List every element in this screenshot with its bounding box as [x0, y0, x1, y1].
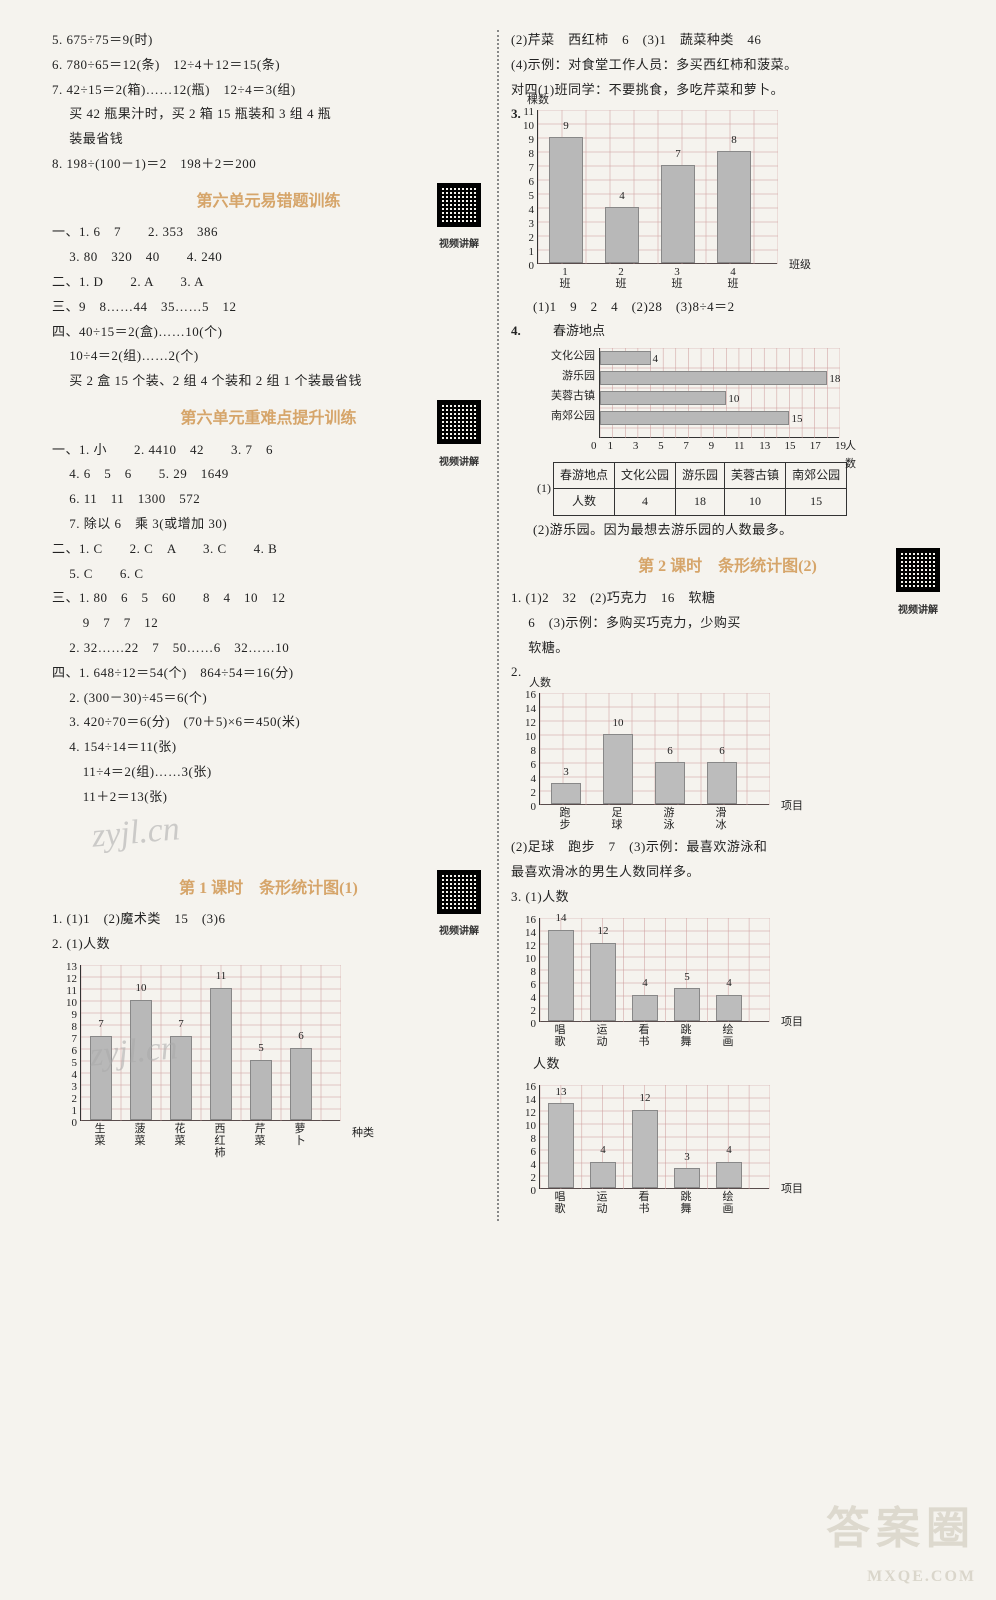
text-line: 二、1. D 2. A 3. A — [52, 272, 485, 293]
table-cell: 15 — [786, 489, 847, 515]
spring-trip-table: (1) 春游地点 文化公园 游乐园 芙蓉古镇 南郊公园 人数 4 18 10 1… — [531, 462, 847, 515]
text-line: 8. 198÷(100－1)＝2 198＋2＝200 — [52, 154, 485, 175]
text-line: (4)示例：对食堂工作人员：多买西红柿和菠菜。 — [511, 55, 944, 76]
qr-block[interactable]: 视频讲解 — [892, 548, 944, 619]
qr-icon — [437, 183, 481, 227]
table-cell: 18 — [676, 489, 725, 515]
qr-block[interactable]: 视频讲解 — [433, 870, 485, 941]
section-title-text: 第六单元重难点提升训练 — [180, 410, 356, 427]
qr-block[interactable]: 视频讲解 — [433, 183, 485, 254]
text-line: 6 (3)示例：多购买巧克力，少购买 — [511, 613, 944, 634]
table-prefix: (1) — [531, 463, 554, 515]
q4-label: 4. — [511, 321, 533, 342]
text-line: 三、9 8……44 35……5 12 — [52, 297, 485, 318]
section-title-text: 第 2 课时 条形统计图(2) — [638, 558, 817, 575]
text-line: 2. 32……22 7 50……6 32……10 — [52, 638, 485, 659]
text-line: 2. (1)人数 — [52, 934, 485, 955]
section-title-1: 第六单元易错题训练 视频讲解 — [52, 189, 485, 215]
q3b-label: 3. (1)人数 — [511, 887, 944, 908]
text-line: 4. 154÷14＝11(张) — [52, 737, 485, 758]
sec2-body: 一、1. 小 2. 4410 42 3. 7 6 4. 6 5 6 5. 29 … — [52, 440, 485, 808]
text-line: 1. (1)2 32 (2)巧克力 16 软糖 — [511, 588, 944, 609]
text-line: 一、1. 小 2. 4410 42 3. 7 6 — [52, 440, 485, 461]
left-column: 5. 675÷75＝9(时) 6. 780÷65＝12(条) 12÷4＋12＝1… — [40, 30, 497, 1221]
sports-bar-chart: 人数310660246810121416跑步足球游泳滑冰项目 — [539, 693, 769, 831]
hobby-bar-chart-b: 13412340246810121416唱歌运动看书跳舞绘画项目 — [539, 1085, 769, 1215]
text-line: 1. (1)1 (2)魔术类 15 (3)6 — [52, 909, 485, 930]
text-line: 9 7 7 12 — [52, 613, 485, 634]
text-line: 一、1. 6 7 2. 353 386 — [52, 222, 485, 243]
page-columns: 5. 675÷75＝9(时) 6. 780÷65＝12(条) 12÷4＋12＝1… — [40, 30, 956, 1221]
text-line: 5. C 6. C — [52, 564, 485, 585]
text-line: (2)游乐园。因为最想去游乐园的人数最多。 — [511, 520, 944, 541]
hobby-bar-chart-a: 14124540246810121416唱歌运动看书跳舞绘画项目 — [539, 918, 769, 1048]
qr-label: 视频讲解 — [892, 603, 944, 619]
table-cell: 春游地点 — [554, 463, 615, 489]
text-line: 2. (300－30)÷45＝6(个) — [52, 688, 485, 709]
text-line: (2)芹菜 西红柿 6 (3)1 蔬菜种类 46 — [511, 30, 944, 51]
text-line: 6. 780÷65＝12(条) 12÷4＋12＝15(条) — [52, 55, 485, 76]
veggie-bar-chart: 71071156012345678910111213生菜菠菜花菜西红柿芹菜萝卜种… — [80, 965, 340, 1159]
footer-main: 答案圈 — [826, 1504, 976, 1553]
text-line: 四、1. 648÷12＝54(个) 864÷54＝16(分) — [52, 663, 485, 684]
section-title-text: 第 1 课时 条形统计图(1) — [179, 880, 358, 897]
left-top-block: 5. 675÷75＝9(时) 6. 780÷65＝12(条) 12÷4＋12＝1… — [52, 30, 485, 175]
right-column: (2)芹菜 西红柿 6 (3)1 蔬菜种类 46 (4)示例：对食堂工作人员：多… — [499, 30, 956, 1221]
text-line: 买 2 盒 15 个装、2 组 4 个装和 2 组 1 个装最省钱 — [52, 371, 485, 392]
table-row: (1) 春游地点 文化公园 游乐园 芙蓉古镇 南郊公园 — [531, 463, 847, 489]
section-title-r2: 第 2 课时 条形统计图(2) 视频讲解 — [511, 554, 944, 580]
footer-watermark: 答案圈 MXQE.COM — [826, 1494, 976, 1590]
text-line: 买 42 瓶果汁时，买 2 箱 15 瓶装和 3 组 4 瓶 — [52, 104, 485, 125]
watermark: zyjl.cn — [90, 802, 182, 864]
text-line: 三、1. 80 6 5 60 8 4 10 12 — [52, 588, 485, 609]
section-title-3: 第 1 课时 条形统计图(1) 视频讲解 — [52, 876, 485, 902]
text-line: (1)1 9 2 4 (2)28 (3)8÷4＝2 — [511, 297, 944, 318]
qr-label: 视频讲解 — [433, 237, 485, 253]
q2-label: 2. — [511, 662, 944, 683]
table-cell: 芙蓉古镇 — [725, 463, 786, 489]
section-title-text: 第六单元易错题训练 — [196, 193, 340, 210]
text-line: 4. 6 5 6 5. 29 1649 — [52, 464, 485, 485]
text-line: 软糖。 — [511, 638, 944, 659]
footer-sub: MXQE.COM — [826, 1564, 976, 1590]
table-cell: 4 — [615, 489, 676, 515]
q4-title: 春游地点 — [553, 321, 605, 342]
table-row: 人数 4 18 10 15 — [531, 489, 847, 515]
text-line: 对四(1)班同学：不要挑食，多吃芹菜和萝卜。 — [511, 80, 944, 101]
qr-icon — [437, 400, 481, 444]
text-line: 11＋2＝13(张) — [52, 787, 485, 808]
text-line: 3. 80 320 40 4. 240 — [52, 247, 485, 268]
table-cell: 游乐园 — [676, 463, 725, 489]
text-line: 6. 11 11 1300 572 — [52, 489, 485, 510]
table-cell: 人数 — [554, 489, 615, 515]
text-line: (2)足球 跑步 7 (3)示例：最喜欢游泳和 — [511, 837, 944, 858]
text-line: 5. 675÷75＝9(时) — [52, 30, 485, 51]
qr-label: 视频讲解 — [433, 924, 485, 940]
text-line: 3. 420÷70＝6(分) (70＋5)×6＝450(米) — [52, 712, 485, 733]
class-trees-bar-chart: 棵数9478012345678910111班2班3班4班班级 — [537, 110, 777, 290]
text-line: 四、40÷15＝2(盒)……10(个) — [52, 322, 485, 343]
text-line: 11÷4＝2(组)……3(张) — [52, 762, 485, 783]
text-line: 7. 42÷15＝2(箱)……12(瓶) 12÷4＝3(组) — [52, 80, 485, 101]
text-line: 装最省钱 — [52, 129, 485, 150]
section-title-2: 第六单元重难点提升训练 视频讲解 — [52, 406, 485, 432]
spring-trip-hbar-chart: 文化公园游乐园芙蓉古镇南郊公园41810150135791113151719人数 — [539, 348, 839, 452]
table-cell: 南郊公园 — [786, 463, 847, 489]
text-line: 最喜欢滑冰的男生人数同样多。 — [511, 862, 944, 883]
table-cell: 文化公园 — [615, 463, 676, 489]
text-line: 7. 除以 6 乘 3(或增加 30) — [52, 514, 485, 535]
qr-block[interactable]: 视频讲解 — [433, 400, 485, 471]
text-line: 二、1. C 2. C A 3. C 4. B — [52, 539, 485, 560]
table-cell: 10 — [725, 489, 786, 515]
chart-r3b-label: 人数 — [511, 1054, 944, 1075]
qr-icon — [896, 548, 940, 592]
qr-icon — [437, 870, 481, 914]
qr-label: 视频讲解 — [433, 455, 485, 471]
sec1-body: 一、1. 6 7 2. 353 386 3. 80 320 40 4. 240 … — [52, 222, 485, 392]
text-line: 10÷4＝2(组)……2(个) — [52, 346, 485, 367]
